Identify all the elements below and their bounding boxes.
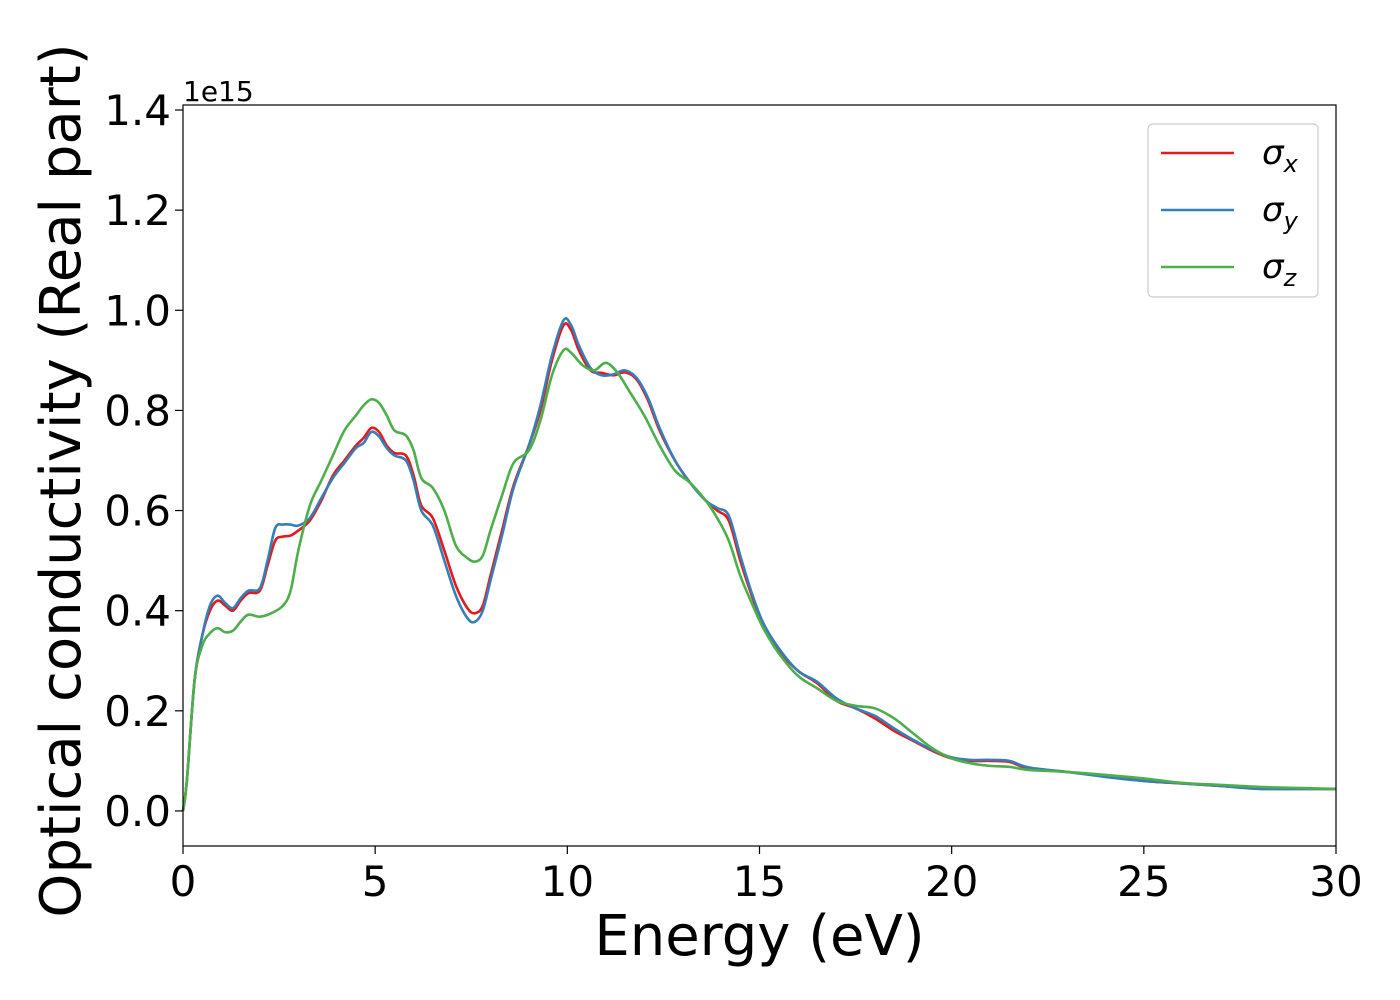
series-line-y xyxy=(181,317,1336,812)
legend-label-subscript: z xyxy=(1283,264,1298,292)
plot-lines xyxy=(181,317,1337,812)
x-tick-label: 25 xyxy=(1117,857,1170,906)
x-tick-label: 0 xyxy=(170,857,197,906)
legend-label-x: σx xyxy=(1262,133,1299,178)
legend-label-y: σy xyxy=(1262,190,1299,235)
y-tick-label: 1.0 xyxy=(104,286,171,335)
x-axis-ticks: 0 5 10 15 20 25 30 xyxy=(170,846,1363,906)
legend-label-z: σz xyxy=(1262,247,1298,292)
legend-label-base: σ xyxy=(1262,190,1285,230)
y-tick-label: 1.2 xyxy=(104,186,171,235)
legend-label-subscript: x xyxy=(1283,150,1299,178)
x-tick-label: 5 xyxy=(362,857,389,906)
y-tick-label: 0.0 xyxy=(104,787,171,836)
x-tick-label: 20 xyxy=(925,857,978,906)
y-axis-ticks: 0.0 0.2 0.4 0.6 0.8 1.0 1.2 1.4 xyxy=(104,86,183,836)
x-tick-label: 10 xyxy=(541,857,594,906)
series-line-z xyxy=(181,347,1337,812)
x-tick-label: 15 xyxy=(733,857,786,906)
legend-label-base: σ xyxy=(1262,247,1285,287)
x-tick-label: 30 xyxy=(1309,857,1362,906)
legend-label-subscript: y xyxy=(1283,207,1299,235)
y-axis-offset-label: 1e15 xyxy=(183,75,254,108)
y-tick-label: 0.6 xyxy=(104,487,171,536)
x-axis-label: Energy (eV) xyxy=(594,904,924,969)
y-tick-label: 1.4 xyxy=(104,86,171,135)
y-tick-label: 0.4 xyxy=(104,587,171,636)
y-tick-label: 0.8 xyxy=(104,386,171,435)
legend-label-base: σ xyxy=(1262,133,1285,173)
y-tick-label: 0.2 xyxy=(104,687,171,736)
y-axis-label: Optical conductivity (Real part) xyxy=(29,43,94,917)
